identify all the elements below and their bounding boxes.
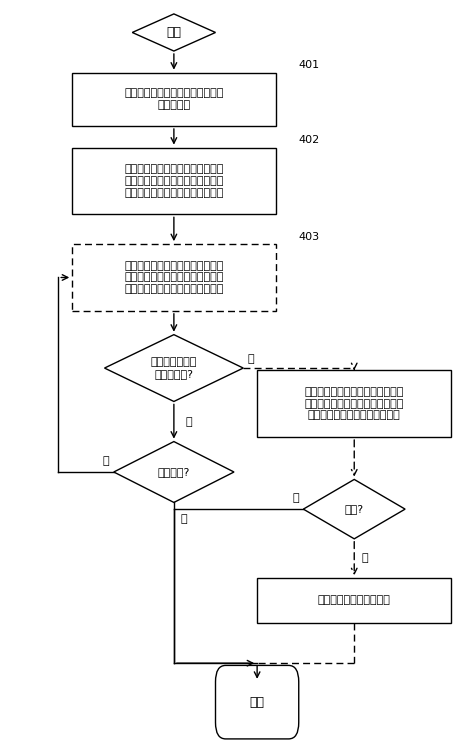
Bar xyxy=(72,244,276,311)
Text: 402: 402 xyxy=(299,135,320,145)
Text: 是: 是 xyxy=(181,514,188,524)
Text: 更新?: 更新? xyxy=(344,504,364,514)
Text: 否: 否 xyxy=(102,456,109,466)
Polygon shape xyxy=(132,14,215,51)
Text: 输入结束?: 输入结束? xyxy=(158,467,190,477)
Text: 是: 是 xyxy=(185,417,192,426)
Polygon shape xyxy=(114,441,234,503)
Bar xyxy=(72,73,276,126)
Text: 停止切换输入法界面，在用户输入
结束之后，提醒用户信息已经改变
，是否修改存储的字符类型信息: 停止切换输入法界面，在用户输入 结束之后，提醒用户信息已经改变 ，是否修改存储的… xyxy=(305,387,404,420)
Bar xyxy=(257,578,451,623)
Text: 依次输入各个字符，且在每输入下
一个字符之前，按照字符类型信息
将输入法界面自动切换至相应类型: 依次输入各个字符，且在每输入下 一个字符之前，按照字符类型信息 将输入法界面自动… xyxy=(124,261,224,294)
Text: 403: 403 xyxy=(299,232,320,242)
Polygon shape xyxy=(303,479,405,539)
Text: 否: 否 xyxy=(248,354,255,364)
Text: 输入类型与存储
的类型匹配?: 输入类型与存储 的类型匹配? xyxy=(151,358,197,378)
Text: 结束: 结束 xyxy=(249,696,264,708)
Text: 在用户进入一应用准备输入信息时
，从记录中检索与当前应用及待输
入信息种类相匹配的字符类型信息: 在用户进入一应用准备输入信息时 ，从记录中检索与当前应用及待输 入信息种类相匹配… xyxy=(124,165,224,197)
Text: 否: 否 xyxy=(292,493,299,503)
Bar xyxy=(72,147,276,215)
Text: 是: 是 xyxy=(361,554,368,563)
Bar xyxy=(257,370,451,437)
Text: 记录各个应用下各项输入信息的字
符类型信息: 记录各个应用下各项输入信息的字 符类型信息 xyxy=(124,88,224,110)
Polygon shape xyxy=(104,334,243,402)
Text: 401: 401 xyxy=(299,60,320,70)
FancyBboxPatch shape xyxy=(215,666,299,739)
Text: 开始: 开始 xyxy=(167,26,182,39)
Text: 更新相应的字符类型信息: 更新相应的字符类型信息 xyxy=(318,595,391,605)
